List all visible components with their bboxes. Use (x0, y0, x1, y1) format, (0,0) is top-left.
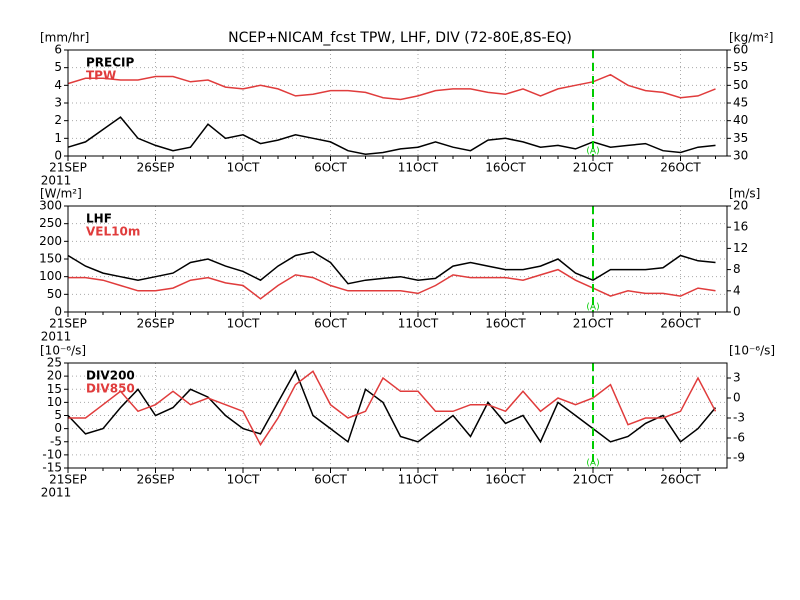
y-tick-label: 6 (54, 43, 62, 57)
series-line (67, 369, 717, 444)
y-tick-label: -5 (50, 434, 62, 448)
year-label: 2011 (41, 330, 72, 344)
y2-tick-label: 16 (733, 220, 748, 234)
y-tick-label: 10 (47, 395, 62, 409)
y-tick-label: 2 (54, 113, 62, 127)
y2-tick-label: 0 (733, 305, 741, 319)
y-tick-label: -10 (42, 447, 62, 461)
y-tick-label: 20 (47, 369, 62, 383)
year-label: 2011 (41, 486, 72, 500)
y-axis-label: [10⁻⁶/s] (40, 344, 86, 358)
y2-tick-label: 60 (733, 43, 748, 57)
plot-frame (67, 362, 728, 469)
x-tick-label: 26SEP (137, 473, 175, 487)
x-tick-label: 1OCT (227, 473, 260, 487)
legend-label: DIV200 (86, 369, 135, 383)
x-tick-label: 16OCT (485, 317, 526, 331)
y2-tick-label: -6 (733, 431, 745, 445)
y2-tick-label: 40 (733, 113, 748, 127)
x-tick-label: 21OCT (573, 161, 614, 175)
x-tick-label: 11OCT (398, 317, 439, 331)
plot-frame (67, 49, 728, 157)
legend-label: TPW (86, 69, 116, 83)
y-tick-label: 50 (47, 287, 62, 301)
annotation: (A) (586, 459, 599, 469)
y2-tick-label: -3 (733, 411, 745, 425)
legend-label: PRECIP (86, 56, 135, 70)
y-tick-label: 0 (54, 149, 62, 163)
year-label: 2011 (41, 174, 72, 188)
y2-tick-label: 55 (733, 60, 748, 74)
y2-tick-label: 45 (733, 96, 748, 110)
y-tick-label: -15 (42, 461, 62, 475)
y-tick-label: 4 (54, 78, 62, 92)
x-tick-label: 6OCT (314, 317, 347, 331)
x-tick-label: 21SEP (49, 317, 87, 331)
y-tick-label: 200 (39, 234, 62, 248)
series-line (67, 116, 716, 155)
x-tick-label: 11OCT (398, 473, 439, 487)
annotation: (A) (586, 147, 599, 157)
x-tick-label: 21OCT (573, 317, 614, 331)
y2-tick-label: 4 (733, 283, 741, 297)
y-tick-label: 150 (39, 252, 62, 266)
series-line (67, 251, 716, 285)
x-tick-label: 26OCT (660, 161, 701, 175)
y2-tick-label: 3 (733, 371, 741, 385)
x-tick-label: 21OCT (573, 473, 614, 487)
y-tick-label: 0 (54, 421, 62, 435)
x-tick-label: 1OCT (227, 317, 260, 331)
x-tick-label: 26SEP (137, 161, 175, 175)
x-tick-label: 16OCT (485, 473, 526, 487)
y2-axis-label: [m/s] (729, 187, 760, 201)
series-line (68, 268, 716, 300)
y2-axis-label: [10⁻⁶/s] (729, 344, 775, 358)
series-line (67, 73, 716, 101)
x-tick-label: 26OCT (660, 317, 701, 331)
series-line (68, 370, 717, 447)
legend-label: DIV850 (86, 382, 135, 396)
y2-axis-label: [kg/m²] (729, 31, 773, 45)
y-tick-label: 15 (47, 382, 62, 396)
x-tick-label: 11OCT (398, 161, 439, 175)
annotation: (A) (586, 303, 599, 313)
y-tick-label: 3 (54, 96, 62, 110)
y2-tick-label: 20 (733, 199, 748, 213)
y2-tick-label: 0 (733, 391, 741, 405)
x-tick-label: 21SEP (49, 161, 87, 175)
y2-tick-label: -9 (733, 451, 745, 465)
y-tick-label: 300 (39, 199, 62, 213)
x-tick-label: 16OCT (485, 161, 526, 175)
y2-tick-label: 30 (733, 149, 748, 163)
x-tick-label: 1OCT (227, 161, 260, 175)
y-tick-label: 1 (54, 131, 62, 145)
chart-title: NCEP+NICAM_fcst TPW, LHF, DIV (72-80E,8S… (228, 30, 572, 46)
x-tick-label: 21SEP (49, 473, 87, 487)
x-tick-label: 26OCT (660, 473, 701, 487)
y2-tick-label: 35 (733, 131, 748, 145)
legend-label: VEL10m (86, 225, 140, 239)
y-tick-label: 250 (39, 216, 62, 230)
y2-tick-label: 12 (733, 241, 748, 255)
y2-tick-label: 8 (733, 262, 741, 276)
y-tick-label: 5 (54, 60, 62, 74)
y-tick-label: 5 (54, 408, 62, 422)
plot-frame (67, 205, 728, 313)
y-tick-label: 25 (47, 356, 62, 370)
legend-label: LHF (86, 212, 112, 226)
y-tick-label: 100 (39, 269, 62, 283)
x-tick-label: 26SEP (137, 317, 175, 331)
y-tick-label: 0 (54, 305, 62, 319)
y-axis-label: [W/m²] (40, 187, 82, 201)
x-tick-label: 6OCT (314, 473, 347, 487)
y2-tick-label: 50 (733, 78, 748, 92)
x-tick-label: 6OCT (314, 161, 347, 175)
y-axis-label: [mm/hr] (40, 31, 89, 45)
